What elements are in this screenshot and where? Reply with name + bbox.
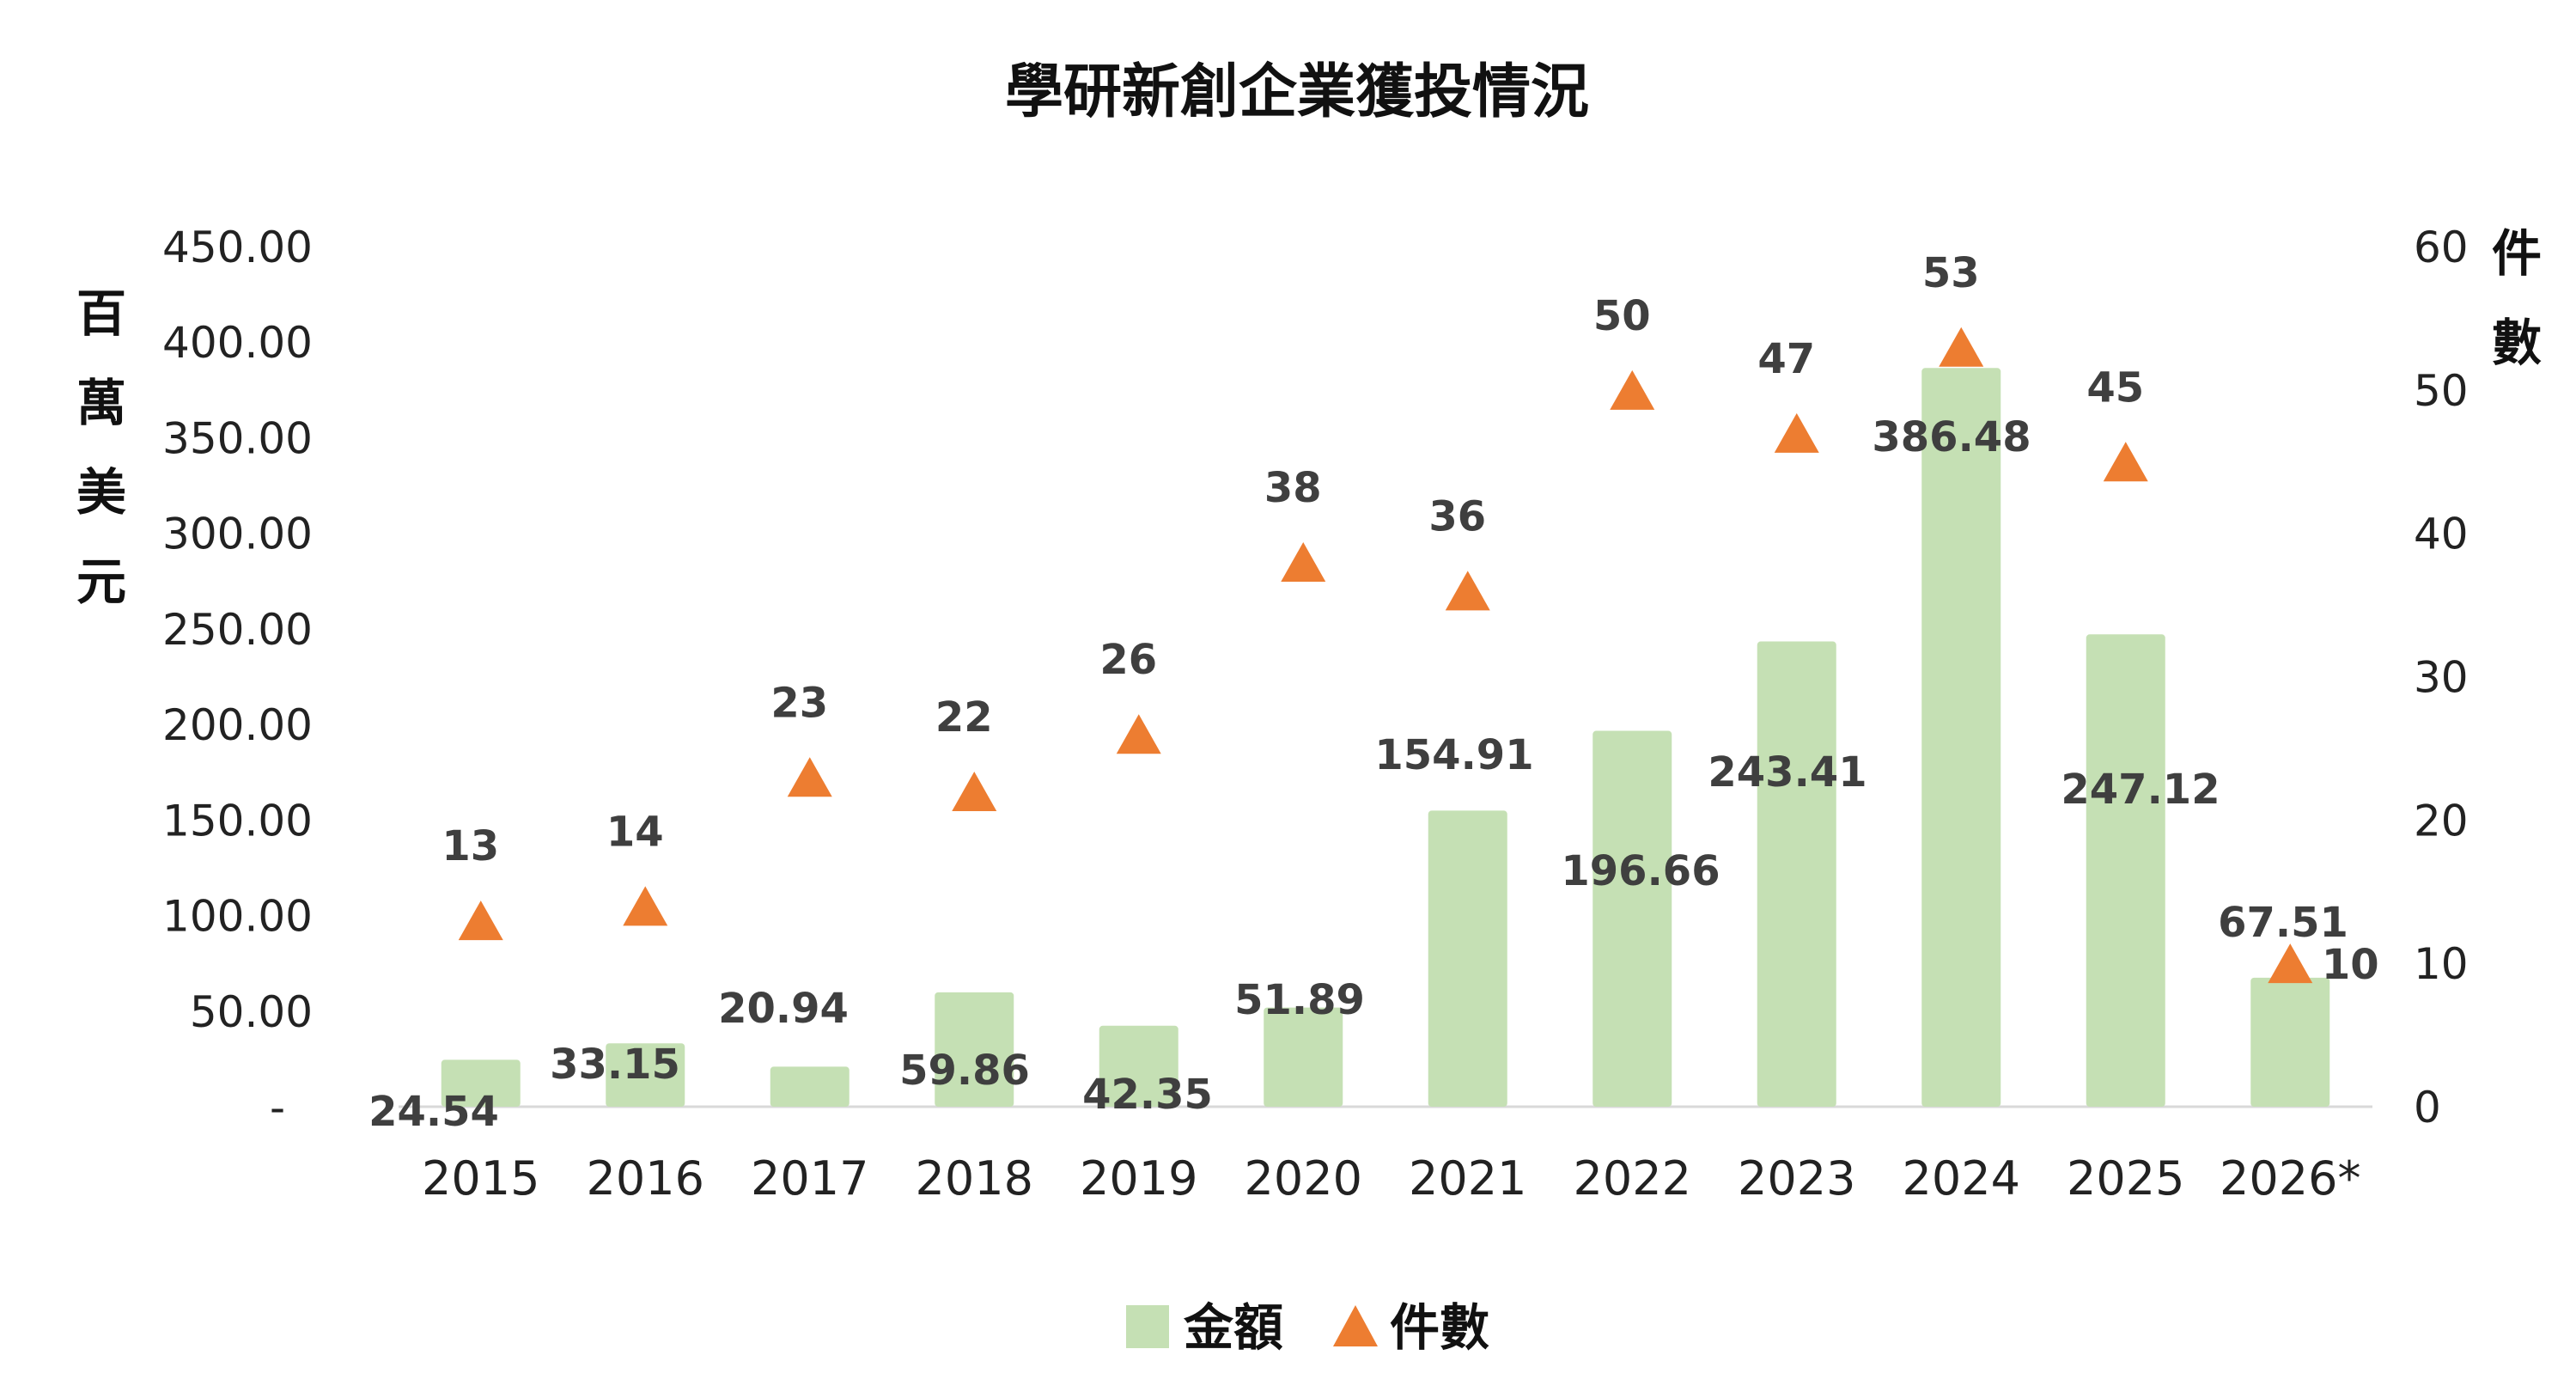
count-marker-2025 xyxy=(2103,442,2148,482)
bar-2023 xyxy=(1757,641,1836,1107)
bar-data-label: 33.15 xyxy=(550,1041,680,1089)
count-data-label: 50 xyxy=(1593,292,1651,340)
y-right-tick-label: 0 xyxy=(2414,1083,2441,1132)
count-data-label: 36 xyxy=(1428,492,1486,540)
y-left-axis-label: 美 xyxy=(76,463,126,522)
bar-data-label: 20.94 xyxy=(718,985,849,1033)
y-left-axis-label: 百 xyxy=(76,284,126,343)
bar-2017 xyxy=(770,1066,850,1107)
bar-2022 xyxy=(1592,730,1672,1107)
count-marker-2024 xyxy=(1939,327,1984,367)
y-left-tick-label: - xyxy=(270,1083,285,1132)
count-marker-2018 xyxy=(952,771,997,811)
count-marker-2021 xyxy=(1445,571,1490,611)
count-data-label: 26 xyxy=(1099,636,1157,684)
count-marker-2017 xyxy=(787,757,832,797)
x-tick-label: 2022 xyxy=(1574,1151,1691,1206)
legend-label-count: 件數 xyxy=(1390,1298,1489,1357)
bar-data-label: 243.41 xyxy=(1708,748,1867,797)
bar-data-label: 154.91 xyxy=(1374,731,1533,779)
count-marker-2019 xyxy=(1116,714,1161,754)
count-marker-2015 xyxy=(458,900,503,941)
y-right-tick-label: 20 xyxy=(2414,796,2469,846)
y-right-tick-label: 60 xyxy=(2414,223,2469,272)
legend-swatch-amount xyxy=(1126,1305,1169,1348)
y-left-tick-label: 300.00 xyxy=(162,510,313,559)
y-right-tick-label: 50 xyxy=(2414,366,2469,416)
y-right-tick-label: 40 xyxy=(2414,510,2469,559)
x-tick-label: 2015 xyxy=(422,1151,539,1206)
count-marker-2020 xyxy=(1281,542,1326,583)
y-left-tick-label: 400.00 xyxy=(162,318,313,368)
count-marker-2026* xyxy=(2268,943,2313,984)
count-data-label: 47 xyxy=(1757,335,1815,383)
x-tick-label: 2024 xyxy=(1903,1151,2020,1206)
x-tick-label: 2020 xyxy=(1245,1151,1362,1206)
bar-data-label: 247.12 xyxy=(2061,766,2220,814)
x-tick-label: 2017 xyxy=(751,1151,868,1206)
y-left-tick-label: 50.00 xyxy=(190,987,313,1037)
y-left-axis-label: 元 xyxy=(76,552,126,611)
y-left-tick-label: 200.00 xyxy=(162,700,313,750)
bar-data-label: 386.48 xyxy=(1872,413,2031,461)
bar-2020 xyxy=(1264,1007,1343,1107)
y-left-tick-label: 350.00 xyxy=(162,413,313,463)
count-data-label: 23 xyxy=(770,679,828,727)
y-left-tick-label: 150.00 xyxy=(162,796,313,846)
y-left-tick-label: 100.00 xyxy=(162,892,313,942)
x-tick-label: 2021 xyxy=(1409,1151,1526,1206)
bar-2026* xyxy=(2250,977,2330,1107)
bar-data-label: 24.54 xyxy=(368,1088,499,1136)
x-tick-label: 2023 xyxy=(1738,1151,1855,1206)
count-marker-2022 xyxy=(1610,369,1655,410)
count-data-label: 22 xyxy=(935,693,993,742)
x-tick-label: 2016 xyxy=(587,1151,704,1206)
count-data-label: 38 xyxy=(1264,464,1322,512)
count-marker-2023 xyxy=(1774,412,1819,453)
bar-2019 xyxy=(1099,1025,1178,1107)
count-data-label: 13 xyxy=(442,822,499,870)
x-tick-label: 2026* xyxy=(2220,1151,2360,1206)
bar-2021 xyxy=(1428,810,1507,1107)
bar-2024 xyxy=(1921,368,2001,1107)
y-right-tick-label: 10 xyxy=(2414,939,2469,989)
y-right-axis-label: 數 xyxy=(2492,314,2542,372)
count-marker-2016 xyxy=(623,886,668,926)
legend-label-amount: 金額 xyxy=(1184,1298,1283,1357)
x-tick-label: 2019 xyxy=(1080,1151,1197,1206)
bar-2015 xyxy=(441,1059,521,1107)
y-left-tick-label: 450.00 xyxy=(162,223,313,272)
bar-data-label: 59.86 xyxy=(899,1047,1030,1095)
bar-data-label: 196.66 xyxy=(1561,847,1720,895)
bar-data-label: 42.35 xyxy=(1082,1071,1213,1119)
y-left-tick-label: 250.00 xyxy=(162,605,313,655)
count-data-label: 45 xyxy=(2086,363,2144,412)
count-data-label: 14 xyxy=(606,808,664,856)
bar-2025 xyxy=(2086,634,2165,1107)
bar-2016 xyxy=(606,1043,685,1107)
count-data-label: 10 xyxy=(2322,941,2379,989)
chart-title: 學研新創企業獲投情況 xyxy=(1005,58,1589,126)
y-left-axis-label: 萬 xyxy=(76,374,126,432)
x-tick-label: 2025 xyxy=(2067,1151,2184,1206)
y-right-axis-label: 件 xyxy=(2492,224,2542,283)
bar-data-label: 51.89 xyxy=(1234,976,1365,1024)
count-data-label: 53 xyxy=(1922,249,1980,297)
bar-2018 xyxy=(935,992,1014,1107)
x-tick-label: 2018 xyxy=(916,1151,1033,1206)
bar-data-label: 67.51 xyxy=(2218,899,2348,947)
legend-swatch-count xyxy=(1333,1305,1378,1346)
y-right-tick-label: 30 xyxy=(2414,653,2469,703)
